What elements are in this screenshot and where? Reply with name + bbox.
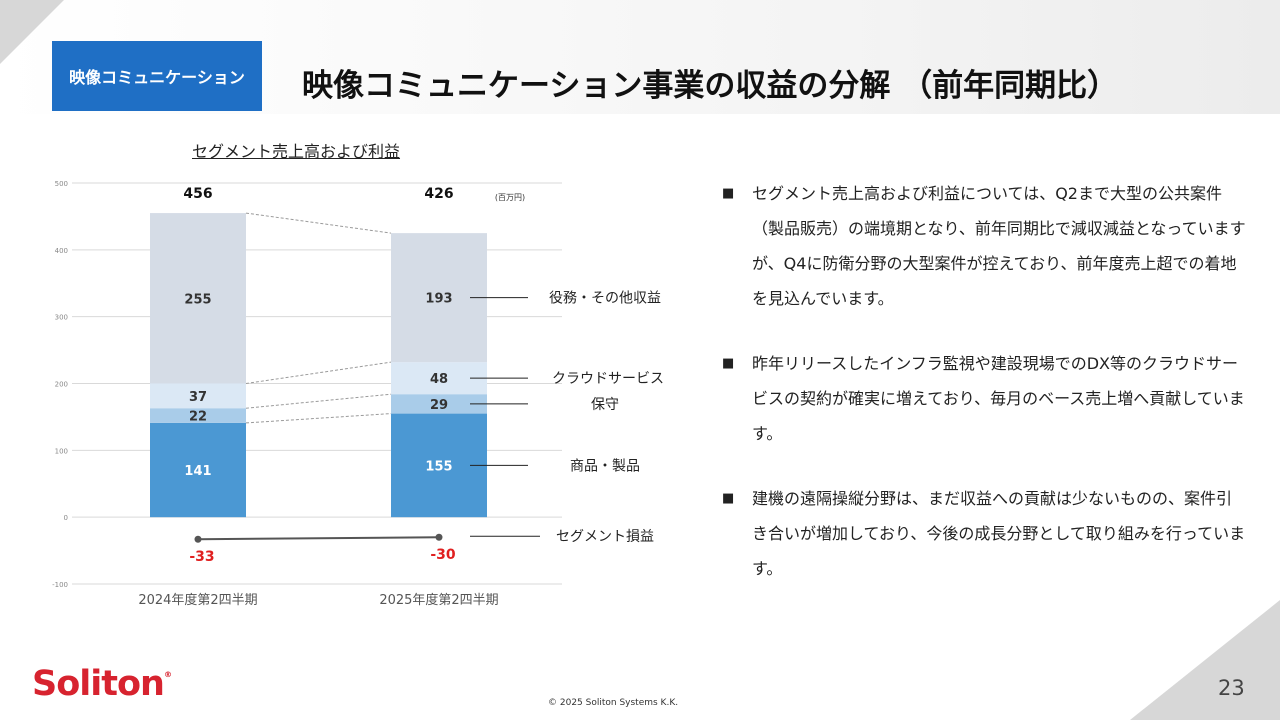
soliton-logo: Soliton® [32, 664, 172, 704]
bar-segment [150, 422, 246, 518]
y-tick-label: 300 [55, 314, 68, 322]
connector-line [245, 413, 392, 424]
bullet-list: ■ セグメント売上高および利益については、Q2まで大型の公共案件（製品販売）の端… [722, 176, 1252, 616]
corner-decoration-bottom [1130, 600, 1280, 720]
y-tick-label: 100 [55, 447, 68, 455]
bar-data-label: 255 [184, 292, 211, 307]
bar-data-label: 155 [425, 459, 452, 474]
bar-data-label: 22 [189, 410, 207, 425]
bar-segment [391, 394, 487, 414]
bar-data-label: 193 [425, 292, 452, 307]
logo-text: Soliton [32, 664, 165, 704]
bar-segment [150, 383, 246, 409]
bullet-mark: ■ [722, 491, 735, 506]
copyright: © 2025 Soliton Systems K.K. [548, 698, 679, 708]
bullet-item: ■ セグメント売上高および利益については、Q2まで大型の公共案件（製品販売）の端… [722, 176, 1252, 316]
bar-data-label: 37 [189, 390, 207, 405]
total-label: 426 [424, 186, 453, 202]
segment-chart: -100 0 100 200 300 400 500 141 22 37 255 456 2024年度第… [52, 180, 664, 608]
y-tick-label: 0 [64, 514, 68, 522]
total-label: 456 [183, 186, 212, 202]
bullet-item: ■ 昨年リリースしたインフラ監視や建設現場でのDX等のクラウドサービスの契約が確… [722, 346, 1252, 451]
x-category-label: 2024年度第2四半期 [138, 592, 257, 608]
page-title: 映像コミュニケーション事業の収益の分解 （前年同期比） [302, 68, 1119, 104]
bar-data-label: 29 [430, 398, 448, 413]
bullet-text: 昨年リリースしたインフラ監視や建設現場でのDX等のクラウドサービスの契約が確実に… [752, 354, 1245, 443]
legend-label: セグメント損益 [556, 529, 654, 545]
legend-label: 役務・その他収益 [549, 291, 661, 307]
y-tick-label: 400 [55, 247, 68, 255]
x-category-label: 2025年度第2四半期 [379, 592, 498, 608]
logo-mark: ® [163, 670, 172, 679]
connector-line [245, 361, 392, 384]
y-tick-label: -100 [52, 581, 68, 589]
y-tick-label: 200 [55, 381, 68, 389]
profit-label: -33 [189, 549, 214, 565]
y-tick-label: 500 [55, 180, 68, 188]
bullet-mark: ■ [722, 186, 735, 201]
unit-label: (百万円) [495, 193, 525, 202]
bullet-text: 建機の遠隔操縦分野は、まだ収益への貢献は少ないものの、案件引き合いが増加しており… [752, 489, 1246, 578]
bar-segment [150, 408, 246, 423]
bullet-text: セグメント売上高および利益については、Q2まで大型の公共案件（製品販売）の端境期… [752, 184, 1246, 308]
legend-label: クラウドサービス [552, 371, 664, 387]
profit-point [194, 535, 202, 543]
connector-line [245, 212, 392, 234]
category-tag: 映像コミュニケーション [52, 41, 262, 111]
legend-label: 商品・製品 [570, 458, 640, 474]
chart-title: セグメント売上高および利益 [192, 142, 401, 161]
bullet-item: ■ 建機の遠隔操縦分野は、まだ収益への貢献は少ないものの、案件引き合いが増加して… [722, 481, 1252, 586]
profit-label: -30 [430, 547, 456, 563]
bullet-mark: ■ [722, 356, 735, 371]
legend-label: 保守 [591, 397, 619, 413]
page-number: 23 [1218, 676, 1245, 700]
bar-data-label: 141 [184, 464, 211, 479]
bar-data-label: 48 [430, 372, 448, 387]
profit-line [197, 536, 440, 541]
profit-point [435, 533, 443, 541]
connector-line [245, 393, 392, 409]
bar-segment [150, 213, 246, 384]
